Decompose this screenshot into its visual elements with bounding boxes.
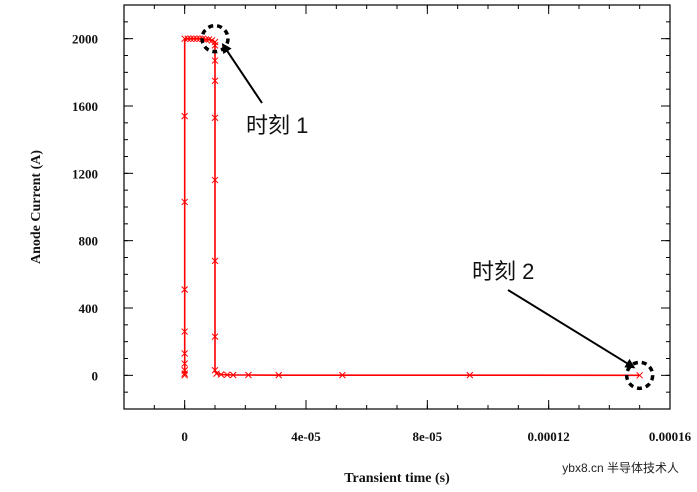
data-point-marker <box>211 77 219 85</box>
data-point-marker <box>339 371 346 379</box>
arrow-line <box>507 289 636 369</box>
marker-stroke <box>181 350 189 357</box>
data-point-marker <box>187 35 195 43</box>
y-tick-label: 400 <box>79 301 99 316</box>
highlight-circle <box>624 360 655 391</box>
watermark: ybx8.cn 半导体技术人 <box>558 458 683 477</box>
data-point-marker <box>217 371 225 378</box>
x-axis: 0 4e-05 8e-05 0.00012 0.00016 <box>181 5 692 444</box>
x-tick-label: 8e-05 <box>413 429 443 444</box>
data-point-marker <box>211 333 219 340</box>
marker-stroke <box>211 57 219 64</box>
marker-stroke <box>181 198 189 206</box>
marker-stroke <box>184 35 192 43</box>
marker-stroke <box>187 35 195 43</box>
marker-stroke <box>211 366 219 374</box>
highlight-circle <box>200 23 230 54</box>
data-point-marker <box>275 371 283 379</box>
marker-stroke <box>211 42 219 49</box>
data-point-marker <box>211 257 219 265</box>
marker-stroke <box>205 36 213 43</box>
data-point-marker <box>184 35 192 43</box>
marker-stroke <box>196 35 204 43</box>
marker-stroke <box>211 257 219 265</box>
y-axis: 0 400 800 1200 1600 2000 <box>72 32 670 383</box>
data-point-marker <box>181 35 189 43</box>
x-tick-label: 4e-05 <box>291 429 321 444</box>
annotation-layer: 时刻 1 时刻 2 <box>200 23 655 391</box>
marker-stroke <box>211 77 219 85</box>
data-point-marker <box>211 57 219 64</box>
data-point-marker <box>181 112 189 120</box>
marker-stroke <box>181 35 189 43</box>
arrow-line <box>221 43 263 104</box>
minor-ticks <box>123 4 671 410</box>
y-axis-title: Anode Current (A) <box>29 150 44 264</box>
marker-stroke <box>223 371 231 379</box>
x-tick-label: 0.00012 <box>528 429 570 444</box>
annotation-arrow <box>221 43 263 104</box>
y-tick-label: 1600 <box>72 99 98 114</box>
x-tick-label: 0.00016 <box>649 429 692 444</box>
data-point-marker <box>181 360 189 367</box>
data-point-marker <box>181 328 189 335</box>
y-tick-label: 1200 <box>72 166 98 181</box>
x-tick-label: 0 <box>181 429 188 444</box>
series-layer <box>181 35 644 379</box>
marker-stroke <box>181 286 189 293</box>
marker-stroke <box>339 371 346 379</box>
marker-stroke <box>275 371 283 379</box>
marker-stroke <box>181 328 189 335</box>
y-tick-label: 0 <box>92 368 99 383</box>
marker-stroke <box>181 366 189 374</box>
data-point-marker <box>466 371 474 379</box>
annotation-label: 时刻 2 <box>472 259 534 284</box>
x-axis-title: Transient time (s) <box>344 471 450 486</box>
marker-stroke <box>211 176 219 184</box>
marker-stroke <box>190 35 198 43</box>
data-point-marker <box>193 35 201 43</box>
data-point-marker <box>181 286 189 293</box>
data-point-marker <box>190 35 198 43</box>
data-point-marker <box>181 198 189 206</box>
y-tick-label: 2000 <box>72 32 98 47</box>
data-point-marker <box>211 42 219 49</box>
marker-stroke <box>208 36 216 44</box>
data-point-marker <box>211 114 219 122</box>
plot-frame <box>123 4 671 410</box>
data-point-marker <box>245 371 252 379</box>
data-point-marker <box>211 176 219 184</box>
data-point-marker <box>223 371 231 379</box>
marker-stroke <box>181 371 189 379</box>
annotation-arrow <box>507 289 636 369</box>
data-point-marker <box>181 350 189 357</box>
marker-stroke <box>466 371 474 379</box>
data-point-marker <box>208 36 216 44</box>
data-point-marker <box>636 371 644 379</box>
marker-stroke <box>181 112 189 120</box>
marker-stroke <box>217 371 225 378</box>
marker-stroke <box>211 333 219 340</box>
data-point-marker <box>211 366 219 374</box>
marker-stroke <box>636 371 644 379</box>
marker-stroke <box>181 360 189 367</box>
data-point-marker <box>181 366 189 374</box>
data-point-marker <box>229 371 237 379</box>
data-point-marker <box>181 371 189 379</box>
marker-stroke <box>245 371 252 379</box>
marker-stroke <box>211 114 219 122</box>
marker-stroke <box>229 371 237 379</box>
y-tick-label: 800 <box>79 234 99 249</box>
marker-stroke <box>193 35 201 43</box>
annotation-label: 时刻 1 <box>246 113 308 138</box>
